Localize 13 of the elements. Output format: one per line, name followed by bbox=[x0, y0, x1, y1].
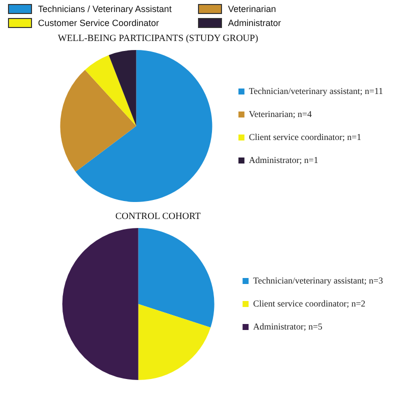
chart-title: CONTROL COHORT bbox=[114, 212, 202, 222]
legend-label: Veterinarian; n=4 bbox=[248, 108, 312, 119]
legend-label: Client service coordinator; n=2 bbox=[253, 298, 366, 308]
legend-label: Administrator; n=1 bbox=[248, 154, 318, 165]
legend-label: Technician/veterinary assistant; n=3 bbox=[253, 275, 384, 286]
text: Administrator bbox=[228, 18, 282, 28]
chart-title: WELL-BEING PARTICIPANTS (STUDY GROUP) bbox=[56, 34, 260, 44]
legend-label: Client service coordinator; n=1 bbox=[248, 132, 362, 142]
text: Customer Service Coordinator bbox=[38, 18, 160, 28]
text: Technicians / Veterinary Assistant bbox=[38, 4, 172, 14]
legend-label: Technician/veterinary assistant; n=11 bbox=[248, 86, 384, 96]
legend-label: Administrator; n=5 bbox=[253, 321, 323, 332]
text: Veterinarian bbox=[228, 4, 276, 14]
